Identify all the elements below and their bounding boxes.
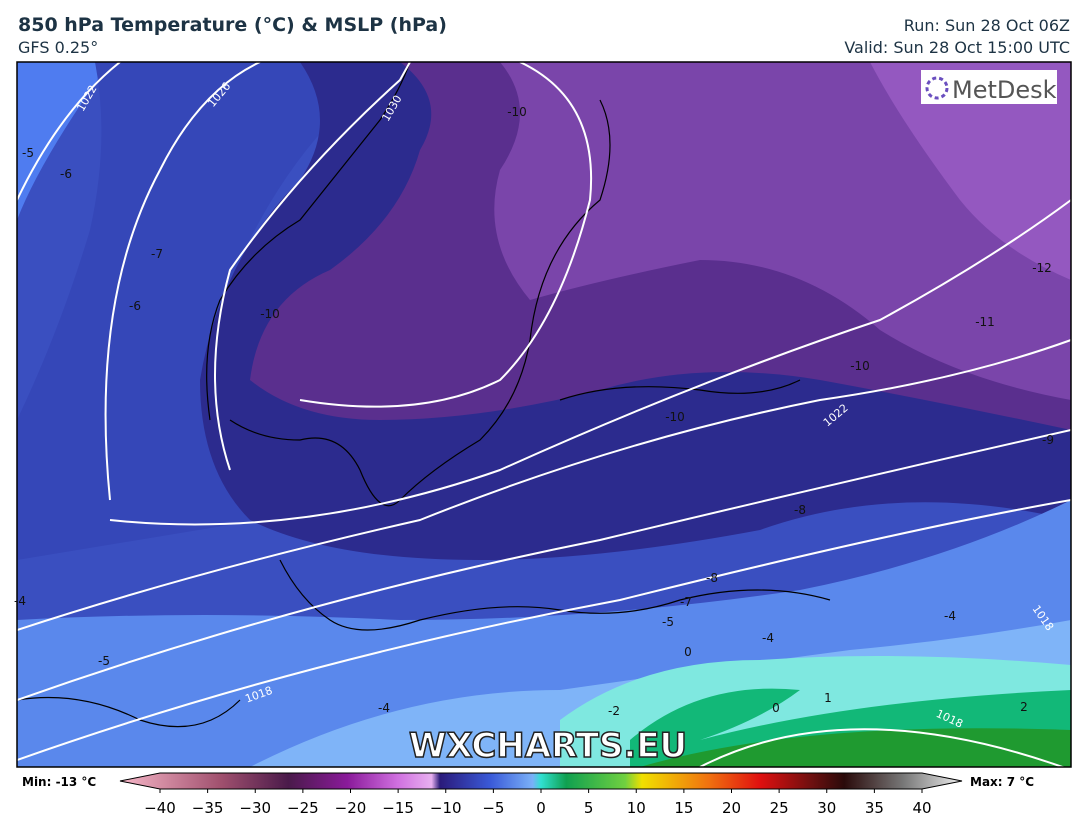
colorbar-tick-label: −10	[430, 799, 462, 817]
colorbar-max: Max: 7 °C	[970, 775, 1034, 789]
colorbar-tick-label: 20	[722, 799, 741, 817]
colorbar-tick-label: 5	[584, 799, 594, 817]
isotherm-label: 1	[824, 691, 832, 705]
overlay: −40 −35 −30 −25 −20 −15 −10 −5 0 5 10 15 20 25 30 35 401…	[14, 80, 1056, 817]
colorbar-tick-label: −25	[287, 799, 319, 817]
isotherm-label: -4	[762, 631, 774, 645]
colorbar-tick-label: 10	[627, 799, 646, 817]
colorbar	[119, 772, 963, 790]
isotherm-label: -5	[22, 146, 34, 160]
isotherm-label: -7	[680, 595, 692, 609]
colorbar-tick-label: 25	[770, 799, 789, 817]
colorbar-tick-label: −20	[335, 799, 367, 817]
isotherm-label: -4	[378, 701, 390, 715]
isotherm-label: -7	[151, 247, 163, 261]
logo-icon	[925, 76, 949, 100]
field	[17, 62, 110, 220]
isotherm-label: -5	[662, 615, 674, 629]
isotherm-label: -9	[1042, 433, 1054, 447]
field	[640, 728, 1071, 767]
colorbar-tick-label: −5	[482, 799, 504, 817]
isotherm-label: -5	[98, 654, 110, 668]
colorbar-tick-label: 30	[817, 799, 836, 817]
logo: MetDesk	[952, 76, 1057, 104]
logo-box	[921, 70, 1057, 104]
isotherm-label: -6	[60, 167, 72, 181]
colorbar-tick-label: −35	[192, 799, 224, 817]
isotherm-label: -8	[794, 503, 806, 517]
isotherm-label: -4	[944, 609, 956, 623]
isotherm-label: -11	[975, 315, 995, 329]
isotherm-label: 0	[772, 701, 780, 715]
colorbar-tick-label: 35	[865, 799, 884, 817]
isotherm-label: -12	[1032, 261, 1052, 275]
isotherm-label: -8	[706, 571, 718, 585]
map	[17, 62, 1071, 767]
isotherm-label: -6	[129, 299, 141, 313]
field	[870, 62, 1071, 280]
colorbar-tick-label: 40	[912, 799, 931, 817]
colorbar-tick-label: 0	[536, 799, 546, 817]
isotherm-label: -10	[850, 359, 870, 373]
colorbar-tick-label: 15	[674, 799, 693, 817]
isotherm-label: -10	[665, 410, 685, 424]
colorbar-tick-label: −15	[382, 799, 414, 817]
colorbar-min: Min: -13 °C	[22, 775, 96, 789]
isobars	[17, 62, 1071, 767]
colorbar-tick-label: −30	[239, 799, 271, 817]
isotherm-label: 0	[684, 645, 692, 659]
colorbar-tick-label: −40	[144, 799, 176, 817]
title: 850 hPa Temperature (°C) & MSLP (hPa)	[18, 14, 447, 36]
isotherm-label: 2	[1020, 700, 1028, 714]
run: Run: Sun 28 Oct 06Z	[904, 16, 1070, 35]
isotherm-label: -10	[260, 307, 280, 321]
watermark: WXCHARTS.EU	[409, 726, 687, 766]
model: GFS 0.25°	[18, 38, 98, 57]
map-frame	[16, 61, 1072, 768]
field	[17, 62, 400, 560]
isotherm-label: -10	[507, 105, 527, 119]
valid: Valid: Sun 28 Oct 15:00 UTC	[844, 38, 1070, 57]
isotherm-label: -2	[608, 704, 620, 718]
isotherm-label: -4	[14, 594, 26, 608]
